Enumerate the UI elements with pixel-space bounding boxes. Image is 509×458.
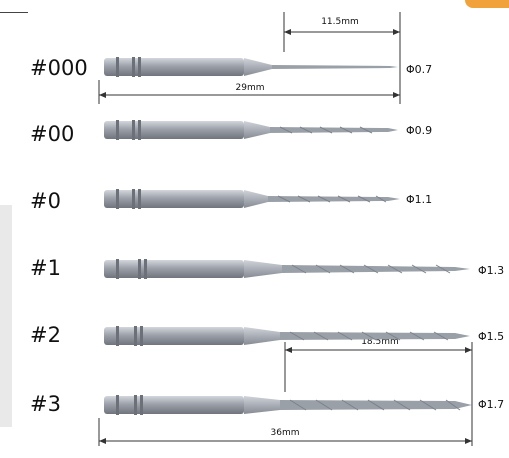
drill-000-groove [138, 57, 141, 77]
drill-000-groove [116, 57, 119, 77]
drill-1-shank [104, 260, 244, 278]
drill-2-shank [104, 327, 244, 345]
diameter-label-00: Φ0.9 [406, 124, 433, 137]
drill-2-taper [244, 327, 280, 345]
size-label-3: #3 [30, 392, 61, 416]
dimension-long-total [98, 418, 472, 446]
drill-3-groove [140, 395, 143, 415]
corner-accent [465, 0, 509, 8]
drill-1-flutes [291, 264, 451, 274]
drill-0-groove [132, 189, 135, 209]
drill-00-groove [116, 120, 119, 140]
diameter-label-2: Φ1.5 [478, 330, 505, 343]
drill-3-taper [244, 396, 280, 414]
drill-000-taper [244, 58, 272, 76]
drill-00-flutes [279, 126, 373, 134]
drill-2-flutes [289, 331, 449, 341]
size-label-1: #1 [30, 256, 61, 280]
drill-2-groove [140, 326, 143, 346]
drill-1-groove [138, 259, 141, 279]
drill-0-shank [104, 190, 244, 208]
drill-3 [104, 395, 472, 415]
diameter-label-1: Φ1.3 [478, 264, 505, 277]
drill-2-groove [116, 326, 119, 346]
top-left-rule [0, 12, 28, 13]
drill-00-groove [138, 120, 141, 140]
drill-0-groove [116, 189, 119, 209]
drill-000 [104, 57, 398, 77]
drill-2-groove [134, 326, 137, 346]
drill-3-groove [134, 395, 137, 415]
dimension-short-tip-label: 11.5mm [321, 17, 359, 27]
dimension-short-tip [283, 12, 401, 104]
drill-1-taper [244, 260, 282, 278]
drill-00-shank [104, 121, 244, 139]
left-side-panel [0, 205, 12, 427]
size-label-000: #000 [30, 56, 88, 80]
size-label-2: #2 [30, 323, 61, 347]
diameter-label-3: Φ1.7 [478, 398, 505, 411]
drill-2-tip [280, 332, 470, 340]
dimension-long-tip [284, 342, 473, 446]
drill-0-taper [244, 190, 268, 208]
drill-1-groove [144, 259, 147, 279]
dimension-long-tip-label: 18.5mm [361, 337, 399, 347]
size-label-0: #0 [30, 189, 61, 213]
diameter-label-0: Φ1.1 [406, 193, 433, 206]
drill-0-groove [138, 189, 141, 209]
drill-00-groove [132, 120, 135, 140]
drill-0 [104, 189, 400, 209]
size-label-00: #00 [30, 122, 75, 146]
diameter-label-000: Φ0.7 [406, 63, 433, 76]
drill-0-flutes [277, 195, 387, 203]
drill-1-groove [116, 259, 119, 279]
drill-00-taper [244, 121, 270, 139]
dimension-short-total-label: 29mm [235, 83, 265, 93]
drill-000-tip [272, 65, 398, 69]
drill-3-groove [116, 395, 119, 415]
drill-2 [104, 326, 470, 346]
drill-00 [104, 120, 398, 140]
dimension-long-total-label: 36mm [270, 428, 300, 438]
dimension-short-total [98, 80, 400, 104]
drill-000-shank [104, 58, 244, 76]
drill-3-flutes [289, 399, 461, 411]
drill-1 [104, 259, 470, 279]
drill-000-groove [132, 57, 135, 77]
drill-3-shank [104, 396, 244, 414]
